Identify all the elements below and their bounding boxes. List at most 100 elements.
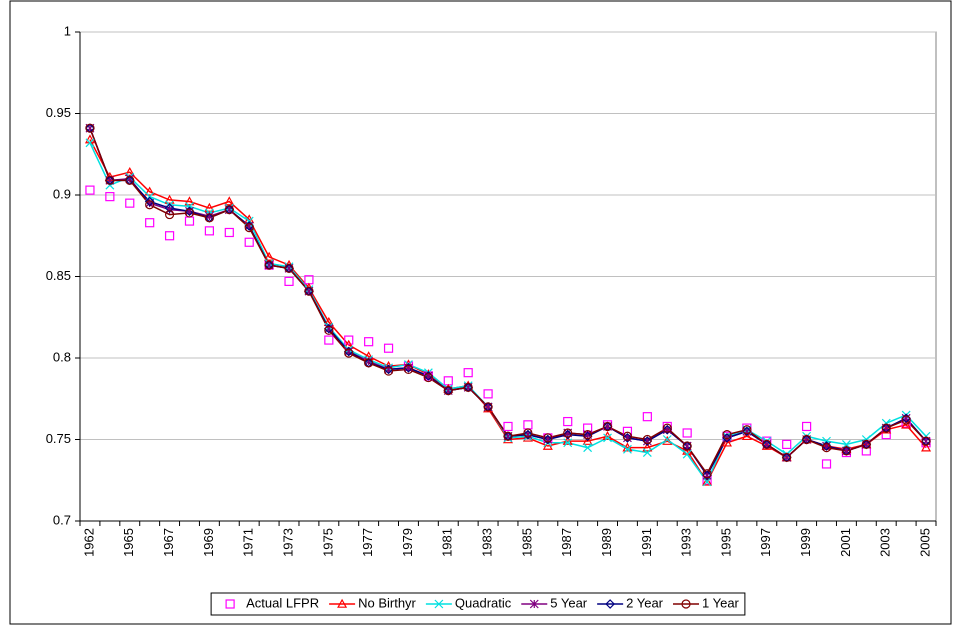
data-point bbox=[642, 436, 653, 446]
data-point bbox=[901, 415, 911, 425]
data-point bbox=[503, 421, 513, 432]
data-point bbox=[344, 335, 354, 345]
legend-label: 5 Year bbox=[550, 595, 588, 610]
data-point bbox=[742, 425, 752, 435]
x-tick-label: 1995 bbox=[718, 528, 733, 557]
x-tick-label: 1965 bbox=[121, 528, 136, 557]
data-point bbox=[264, 251, 275, 261]
data-point bbox=[741, 431, 752, 441]
data-point bbox=[722, 430, 732, 440]
data-point bbox=[85, 138, 95, 148]
x-tick-label: 1969 bbox=[201, 528, 216, 557]
data-point bbox=[702, 469, 712, 479]
data-point bbox=[324, 325, 334, 335]
data-point bbox=[383, 343, 394, 353]
legend-label: Actual LFPR bbox=[246, 595, 319, 610]
x-tick-label: 1999 bbox=[798, 528, 813, 557]
x-tick-label: 1993 bbox=[679, 528, 694, 557]
data-point bbox=[383, 366, 394, 376]
data-point bbox=[602, 421, 613, 432]
data-point bbox=[583, 430, 593, 440]
data-point bbox=[921, 436, 931, 446]
x-tick-label: 1973 bbox=[280, 528, 295, 557]
data-point bbox=[224, 205, 234, 215]
data-point bbox=[841, 439, 851, 449]
data-point bbox=[85, 123, 95, 133]
legend-box bbox=[210, 592, 746, 616]
data-point bbox=[782, 439, 792, 449]
data-point bbox=[304, 286, 314, 296]
x-tick-label: 1977 bbox=[360, 528, 375, 557]
data-point bbox=[364, 358, 374, 368]
data-point bbox=[105, 175, 115, 185]
data-point bbox=[543, 433, 553, 443]
data-point bbox=[583, 443, 593, 453]
data-point bbox=[662, 435, 672, 444]
data-point bbox=[921, 442, 932, 452]
data-point bbox=[164, 209, 175, 220]
data-point bbox=[742, 426, 752, 437]
data-point bbox=[164, 203, 175, 213]
data-point bbox=[582, 435, 593, 445]
data-point bbox=[85, 185, 95, 195]
data-point bbox=[622, 433, 633, 443]
data-point bbox=[861, 439, 871, 449]
legend-marker bbox=[434, 599, 444, 609]
data-point bbox=[821, 443, 832, 453]
data-point bbox=[204, 213, 214, 223]
data-point bbox=[642, 412, 652, 422]
x-tick-label: 1997 bbox=[758, 528, 773, 557]
data-point bbox=[204, 226, 214, 236]
data-point bbox=[145, 192, 155, 202]
data-point bbox=[642, 442, 653, 452]
legend-label: 1 Year bbox=[702, 595, 740, 610]
data-point bbox=[284, 276, 294, 286]
data-point bbox=[841, 446, 852, 456]
x-tick-label: 1987 bbox=[559, 528, 574, 557]
data-point bbox=[901, 419, 912, 429]
legend-marker bbox=[529, 599, 539, 609]
data-point bbox=[523, 428, 533, 438]
data-point bbox=[483, 402, 493, 412]
y-tick-label: 0.9 bbox=[53, 186, 71, 201]
data-point bbox=[563, 428, 573, 438]
data-point bbox=[164, 194, 175, 204]
data-point bbox=[145, 200, 155, 210]
x-tick-label: 2005 bbox=[917, 528, 932, 557]
legend-item: Quadratic bbox=[425, 595, 512, 610]
x-tick-label: 2003 bbox=[878, 528, 893, 557]
y-tick-label: 1 bbox=[64, 23, 71, 38]
data-point bbox=[423, 372, 433, 383]
legend-item: No Birthyr bbox=[329, 595, 417, 610]
data-point bbox=[682, 449, 692, 459]
data-point bbox=[802, 421, 812, 432]
data-point bbox=[702, 476, 713, 486]
y-tick-label: 0.95 bbox=[46, 105, 71, 120]
y-tick-label: 0.8 bbox=[53, 349, 71, 364]
data-point bbox=[802, 434, 812, 445]
x-tick-label: 1985 bbox=[519, 528, 534, 557]
x-tick-label: 1981 bbox=[440, 528, 455, 557]
data-point bbox=[184, 196, 195, 206]
data-point bbox=[662, 424, 673, 435]
data-point bbox=[603, 433, 612, 443]
data-point bbox=[483, 389, 493, 399]
data-point bbox=[184, 208, 195, 218]
legend-marker bbox=[681, 599, 691, 609]
data-point bbox=[463, 382, 473, 392]
legend-marker bbox=[225, 599, 235, 609]
x-tick-label: 1975 bbox=[320, 528, 335, 557]
y-tick-label: 0.7 bbox=[53, 512, 71, 527]
x-tick-label: 1979 bbox=[400, 528, 415, 557]
data-point bbox=[562, 429, 573, 440]
data-point bbox=[563, 438, 573, 448]
data-point bbox=[642, 434, 652, 445]
x-tick-label: 1962 bbox=[81, 528, 96, 557]
data-point bbox=[224, 196, 235, 206]
data-point bbox=[722, 433, 732, 443]
data-point bbox=[324, 335, 334, 345]
data-point bbox=[542, 440, 553, 450]
data-point bbox=[125, 175, 135, 185]
data-point bbox=[144, 196, 155, 207]
legend-item: Actual LFPR bbox=[225, 595, 319, 610]
